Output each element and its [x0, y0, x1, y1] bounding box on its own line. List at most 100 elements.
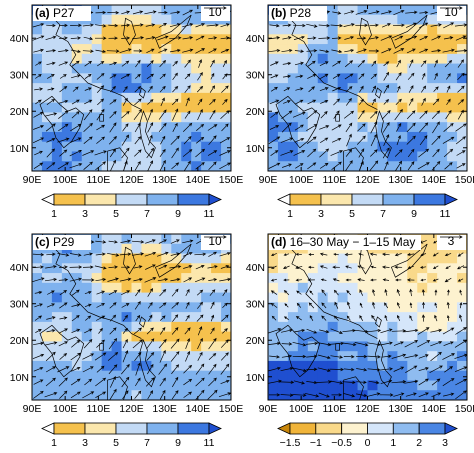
arrow-icon [70, 378, 81, 386]
arrow-icon [169, 23, 181, 28]
arrow-icon [83, 136, 93, 144]
field-cell [327, 253, 339, 264]
field-cell [91, 24, 103, 35]
colorbar-end-left [41, 193, 55, 206]
field-cell [347, 360, 359, 372]
colorbar-b: 1 3 5 7 9 11 [277, 193, 458, 220]
arrow-icon [405, 10, 418, 14]
arrow-icon [83, 109, 93, 121]
field-cell [327, 141, 339, 153]
field-cell [121, 63, 133, 74]
field-cell [427, 44, 438, 55]
field-cell [317, 253, 329, 264]
field-cell [201, 34, 212, 45]
arrow-icon [220, 23, 230, 28]
field-cell [81, 282, 93, 294]
field-cell [61, 292, 73, 303]
coastline-borneo [343, 376, 364, 400]
field-cell [307, 102, 319, 114]
field-cell [357, 161, 369, 171]
field-cell [141, 331, 152, 343]
arrow-icon [309, 290, 314, 295]
arrow-icon [169, 36, 182, 40]
field-cell [151, 112, 162, 123]
colorbar-label: 5 [113, 437, 119, 449]
arrow-icon [381, 10, 392, 15]
field-cell [191, 131, 202, 143]
lat-label: 10N [246, 372, 265, 384]
arrow-icon [158, 109, 167, 120]
field-cell [181, 234, 192, 245]
arrow-icon [270, 74, 279, 79]
arrow-icon [380, 35, 393, 41]
coastline-b [275, 5, 428, 171]
arrow-icon [106, 49, 120, 53]
arrow-icon [270, 290, 278, 295]
arrow-icon [46, 162, 56, 170]
field-cell [191, 273, 202, 284]
arrow-icon [58, 48, 69, 53]
field-cell [397, 321, 408, 333]
field-cell [81, 263, 93, 274]
arrow-icon [444, 162, 453, 170]
field-cell [151, 44, 162, 55]
colorbar-label: 7 [144, 437, 150, 449]
arrow-icon [434, 59, 438, 68]
field-cell [141, 141, 152, 153]
field-cell [181, 243, 192, 255]
arrow-icon [182, 36, 194, 40]
field-cell [41, 131, 53, 143]
field-cell [447, 83, 458, 94]
field-cell [287, 273, 299, 284]
field-cell [327, 380, 339, 391]
arrow-icon [283, 316, 289, 320]
colorbar-end-right [444, 422, 458, 435]
field-cell [407, 321, 418, 333]
field-cell [211, 141, 222, 153]
field-cell [161, 243, 172, 255]
field-cell [437, 380, 448, 391]
arrow-icon [83, 252, 93, 256]
lon-label: 150E [455, 174, 474, 186]
field-cell [41, 312, 53, 323]
field-cell [447, 122, 458, 133]
field-cell [101, 5, 113, 16]
field-cell [337, 380, 349, 391]
field-cell [387, 351, 398, 362]
field-cell [347, 151, 359, 162]
field-cell [211, 83, 222, 94]
field-cell [151, 292, 162, 303]
arrow-icon [208, 161, 217, 170]
field-cell [61, 380, 73, 391]
arrow-icon [308, 265, 315, 269]
arrow-icon [420, 60, 427, 67]
field-cell [367, 44, 379, 55]
arrow-icon [132, 36, 145, 40]
field-cell [447, 161, 458, 171]
colorbar-label: 0 [365, 437, 371, 449]
field-cell [317, 83, 329, 94]
field-cell [221, 34, 231, 45]
field-cell [191, 312, 202, 323]
field-cell [427, 351, 438, 362]
arrow-icon [369, 36, 379, 40]
field-cell [111, 263, 123, 274]
coastline-borneo [343, 147, 364, 171]
arrow-icon [122, 97, 128, 106]
arrow-icon [108, 265, 118, 269]
arrow-icon [345, 265, 352, 269]
field-cell [171, 161, 182, 171]
field-cell [457, 253, 467, 264]
field-cell [121, 341, 133, 352]
field-cell [327, 331, 339, 343]
field-cell [221, 122, 231, 133]
arrow-icon [59, 316, 68, 320]
field-cell [101, 122, 113, 133]
field-cell [81, 34, 93, 45]
field-cell [417, 292, 428, 303]
field-cell [317, 44, 329, 55]
reference-vector-a: 10 [201, 5, 230, 21]
field-cell [347, 273, 359, 284]
field-cell [91, 390, 103, 400]
field-cell [111, 321, 123, 333]
